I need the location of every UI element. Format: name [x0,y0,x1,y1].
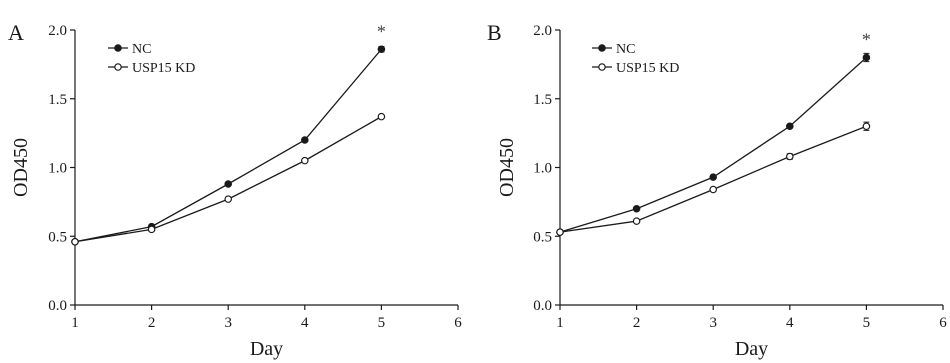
x-tick-label: 6 [939,315,947,331]
data-point [300,156,309,165]
x-tick-label: 3 [709,315,717,331]
y-tick-label: 2.0 [533,23,552,39]
panel-a: A 0.0 0.5 1.0 1.5 2.0 1 2 3 4 5 6 Day OD450 NC USP15 KD… [8,20,462,360]
x-tick-label: 1 [556,315,564,331]
panel-b: B 0.0 0.5 1.0 1.5 2.0 1 2 3 4 5 6 Day OD450 NC USP15 KD… [487,20,947,360]
x-tick-label: 1 [71,315,79,331]
data-point [147,225,156,234]
legend-marker [114,63,122,71]
x-tick-label: 6 [454,315,462,331]
data-point [632,204,641,213]
data-point [632,217,641,225]
panel-letter: B [487,20,502,45]
legend-marker [114,44,122,52]
y-tick-label: 1.5 [533,92,552,108]
data-point [785,122,794,131]
y-tick-label: 0.0 [48,298,67,314]
x-tick-label: 4 [786,315,794,331]
panel-letter: A [8,20,24,45]
x-tick-label: 4 [301,315,309,331]
data-point [377,45,386,54]
x-tick-label: 3 [224,315,232,331]
legend-label: USP15 KD [132,61,195,76]
y-tick-label: 1.5 [48,92,67,108]
data-point [300,136,309,144]
data-point [709,173,718,181]
x-tick-label: 2 [633,315,641,331]
legend-label: USP15 KD [616,61,679,76]
data-point [224,195,233,203]
y-tick-label: 1.0 [533,161,552,177]
data-point [709,185,718,194]
y-tick-label: 2.0 [48,23,67,39]
data-point [785,152,794,161]
legend-marker [598,44,606,52]
x-tick-label: 5 [863,315,871,331]
x-tick-label: 2 [148,315,156,331]
y-tick-label: 1.0 [48,161,67,177]
legend-label: NC [132,42,151,57]
significance-asterisk: * [377,21,386,41]
data-point [862,53,871,62]
x-axis-title: Day [735,338,768,360]
series-line-nc [74,48,382,243]
data-point [224,180,233,188]
series-line-usp15-kd [74,116,382,243]
y-tick-label: 0.0 [533,298,552,314]
y-tick-label: 0.5 [533,229,552,245]
y-axis-title: OD450 [496,138,518,197]
legend-marker [598,63,606,71]
x-axis-title: Day [250,338,283,360]
data-point [71,237,79,246]
data-point [556,228,564,236]
legend-label: NC [616,42,635,57]
significance-asterisk: * [862,30,871,50]
y-tick-label: 0.5 [48,229,67,245]
data-point [862,122,871,131]
x-tick-label: 5 [378,315,386,331]
y-axis-title: OD450 [10,138,32,197]
data-point [377,112,386,121]
